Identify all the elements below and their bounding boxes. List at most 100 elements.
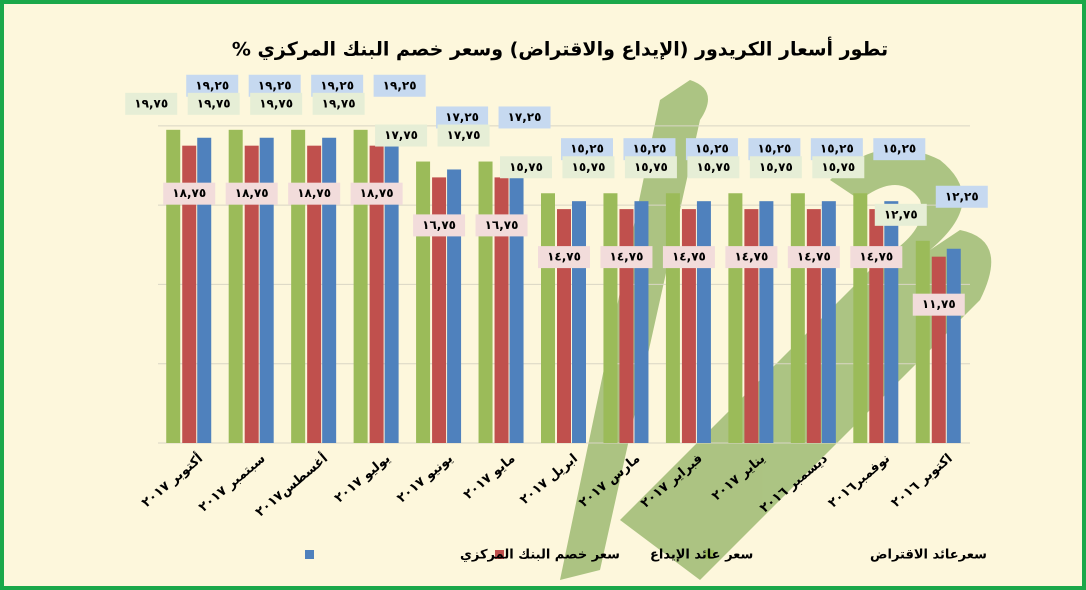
data-label-box xyxy=(600,246,653,269)
legend-swatch xyxy=(305,550,314,559)
bar xyxy=(432,177,447,443)
data-label: ١١,٧٥ xyxy=(912,293,965,316)
data-label-box xyxy=(787,246,840,269)
data-label: ١٥,٢٥ xyxy=(748,138,801,161)
data-label-box xyxy=(163,182,216,205)
data-label-box xyxy=(225,182,278,205)
bar xyxy=(696,201,711,443)
data-label: ١٩,٢٥ xyxy=(373,74,426,97)
bar xyxy=(821,201,836,443)
bar xyxy=(244,145,259,443)
bar xyxy=(759,201,774,443)
data-label: ١٩,٧٥ xyxy=(250,92,303,115)
bar xyxy=(384,137,399,443)
data-label: ١٥,٧٥ xyxy=(624,156,677,179)
data-label-box xyxy=(250,92,303,115)
data-label-box xyxy=(873,138,926,161)
data-label-text: ١٥,٢٥ xyxy=(633,142,667,156)
data-label-text: ١٩,٢٥ xyxy=(320,78,354,92)
data-label: ١٥,٧٥ xyxy=(812,156,865,179)
data-label: ١٧,٢٥ xyxy=(498,106,551,129)
data-label-text: ١٢,٧٥ xyxy=(884,207,918,221)
bar xyxy=(681,209,696,443)
bar xyxy=(509,169,524,443)
data-label-text: ١٩,٢٥ xyxy=(258,78,292,92)
data-label-box xyxy=(850,246,903,269)
bar xyxy=(307,145,322,443)
data-label-box xyxy=(812,156,865,179)
data-label-box xyxy=(912,293,965,316)
data-label: ١٩,٢٥ xyxy=(248,74,301,97)
data-label: ١٥,٧٥ xyxy=(749,156,802,179)
legend-label: سعر عائد الإيداع xyxy=(650,548,753,563)
bar xyxy=(291,129,306,444)
data-label-box xyxy=(562,156,615,179)
data-label-text: ١٨,٧٥ xyxy=(360,186,394,200)
data-label: ١٥,٢٥ xyxy=(873,138,926,161)
bar xyxy=(603,193,618,443)
data-label-text: ١٥,٢٥ xyxy=(757,142,791,156)
data-label-box xyxy=(538,246,590,269)
data-label: ١٩,٢٥ xyxy=(311,74,364,97)
data-label-box xyxy=(498,106,551,129)
bar xyxy=(353,129,368,444)
bar xyxy=(557,209,571,443)
legend-label: سعرعائد الاقتراض xyxy=(870,548,987,563)
bar xyxy=(853,193,868,443)
bar xyxy=(228,129,243,444)
data-label-text: ١٥,٧٥ xyxy=(634,160,668,174)
data-label-text: ١٤,٧٥ xyxy=(547,250,581,264)
chart-title: تطور أسعار الكريدور (الإيداع والاقتراض) … xyxy=(232,37,888,62)
data-label-box xyxy=(312,92,365,115)
data-label-text: ١٩,٧٥ xyxy=(259,96,293,110)
data-label-box xyxy=(749,156,802,179)
bar xyxy=(572,201,586,443)
data-label-text: ١٧,٢٥ xyxy=(445,110,479,124)
legend-label: سعر خصم البنك المركزي xyxy=(460,548,620,563)
data-label: ١٥,٧٥ xyxy=(500,156,552,179)
data-label: ١٩,٢٥ xyxy=(186,74,239,97)
bar xyxy=(946,248,961,443)
data-label-box xyxy=(475,214,528,237)
data-label-text: ١٨,٧٥ xyxy=(172,186,206,200)
bar xyxy=(182,145,197,443)
data-label-box xyxy=(725,246,778,269)
data-label-box xyxy=(373,74,426,97)
bar xyxy=(728,193,743,443)
data-label: ١٧,٧٥ xyxy=(437,124,490,147)
data-label-text: ١٧,٧٥ xyxy=(447,128,481,142)
bar xyxy=(619,209,634,443)
data-label-text: ١٨,٧٥ xyxy=(235,186,269,200)
bar xyxy=(166,129,181,444)
data-label: ١٧,٢٥ xyxy=(436,106,489,129)
data-label-text: ١٩,٧٥ xyxy=(197,96,231,110)
data-label: ١٩,٧٥ xyxy=(187,92,240,115)
data-label-text: ١٥,٢٥ xyxy=(570,142,604,156)
data-label: ١٢,٧٥ xyxy=(874,203,927,226)
data-label-box xyxy=(248,74,301,97)
data-label: ١٩,٧٥ xyxy=(125,92,178,115)
data-label: ١٥,٢٥ xyxy=(561,138,613,161)
bar xyxy=(931,256,946,443)
data-label-box xyxy=(187,92,240,115)
data-label-box xyxy=(662,246,715,269)
data-label-text: ١٥,٧٥ xyxy=(572,160,606,174)
data-label-text: ١٥,٧٥ xyxy=(759,160,793,174)
data-label: ١٨,٧٥ xyxy=(163,182,216,205)
data-label-text: ١٧,٢٥ xyxy=(508,110,542,124)
bar xyxy=(416,161,431,444)
data-label: ١٨,٧٥ xyxy=(225,182,278,205)
data-label-text: ١٨,٧٥ xyxy=(297,186,331,200)
data-label-text: ١٧,٧٥ xyxy=(384,128,418,142)
bar xyxy=(806,209,821,443)
data-label: ١٥,٧٥ xyxy=(562,156,615,179)
data-label-text: ١٥,٢٥ xyxy=(820,142,854,156)
data-label-text: ١٥,٢٥ xyxy=(695,142,729,156)
bar xyxy=(494,177,509,443)
data-label: ١٤,٧٥ xyxy=(787,246,840,269)
data-label: ١٥,٢٥ xyxy=(623,138,676,161)
data-label-text: ١٤,٧٥ xyxy=(859,250,893,264)
data-label-text: ١٩,٢٥ xyxy=(195,78,229,92)
bar xyxy=(884,201,899,443)
